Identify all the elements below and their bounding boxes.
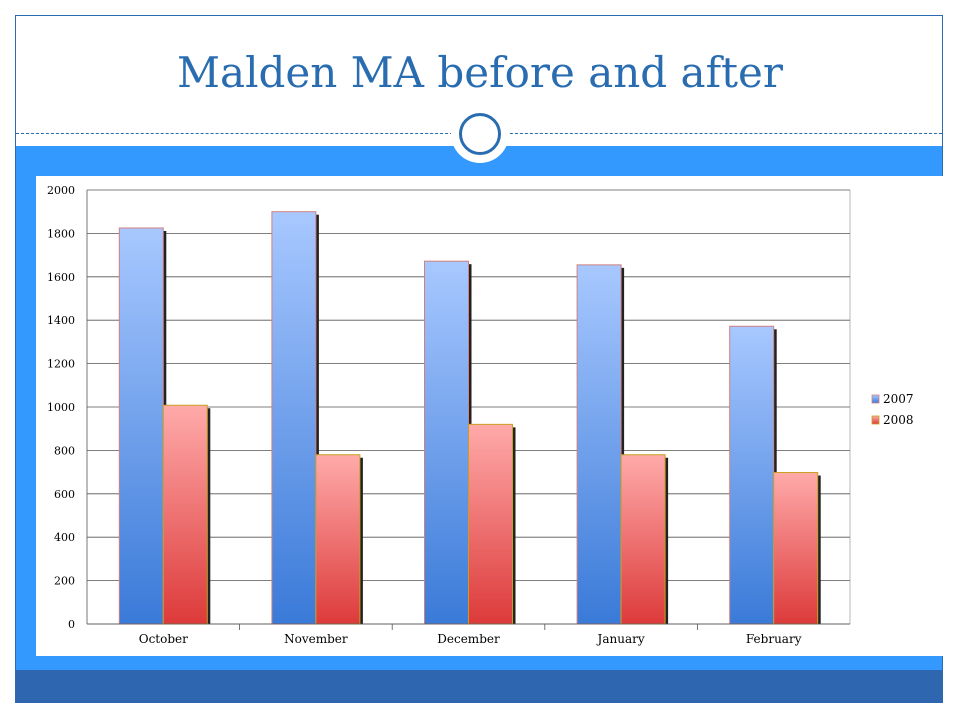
y-tick-label: 800 <box>54 444 75 457</box>
legend-label-2007: 2007 <box>883 392 914 406</box>
bar-2008-january <box>620 454 666 625</box>
circle-ring-icon <box>459 113 501 155</box>
bar-2008-october <box>162 404 208 625</box>
bar-2008-february <box>773 472 819 625</box>
bar-2007-november <box>271 211 317 625</box>
x-tick-label: October <box>139 632 188 646</box>
bar-2007-october <box>118 227 164 625</box>
bar-2008-december <box>468 423 513 625</box>
footer-band <box>16 670 942 703</box>
legend-swatch-2008 <box>871 415 880 425</box>
tick-labels: 0 200 400 600 800 1000 1200 1400 1600 1800 2000 Oct… <box>47 184 802 646</box>
x-tick-label: November <box>284 632 348 646</box>
y-tick-label: 1800 <box>47 227 75 240</box>
x-tick-label: December <box>437 632 500 646</box>
bar-2008-november <box>315 454 361 625</box>
bar-2007-december <box>424 260 469 625</box>
legend-swatch-2007 <box>871 394 880 404</box>
legend-label-2008: 2008 <box>883 413 914 427</box>
y-tick-label: 200 <box>54 575 75 588</box>
y-tick-label: 0 <box>68 618 75 631</box>
bars-layer <box>87 211 850 625</box>
y-tick-label: 600 <box>54 488 75 501</box>
legend: 2007 2008 <box>871 392 914 427</box>
y-tick-label: 2000 <box>47 184 75 197</box>
bar-chart: 0 200 400 600 800 1000 1200 1400 1600 1800 2000 Oct… <box>36 176 956 656</box>
bar-2007-january <box>576 264 622 625</box>
y-tick-label: 1000 <box>47 401 75 414</box>
y-tick-label: 1600 <box>47 271 75 284</box>
x-tick-label: January <box>596 632 645 646</box>
y-tick-label: 1400 <box>47 314 75 327</box>
y-tick-label: 1200 <box>47 358 75 371</box>
bar-2007-february <box>729 325 775 625</box>
slide-title: Malden MA before and after <box>177 48 783 97</box>
x-tick-label: February <box>746 632 802 646</box>
y-tick-label: 400 <box>54 531 75 544</box>
